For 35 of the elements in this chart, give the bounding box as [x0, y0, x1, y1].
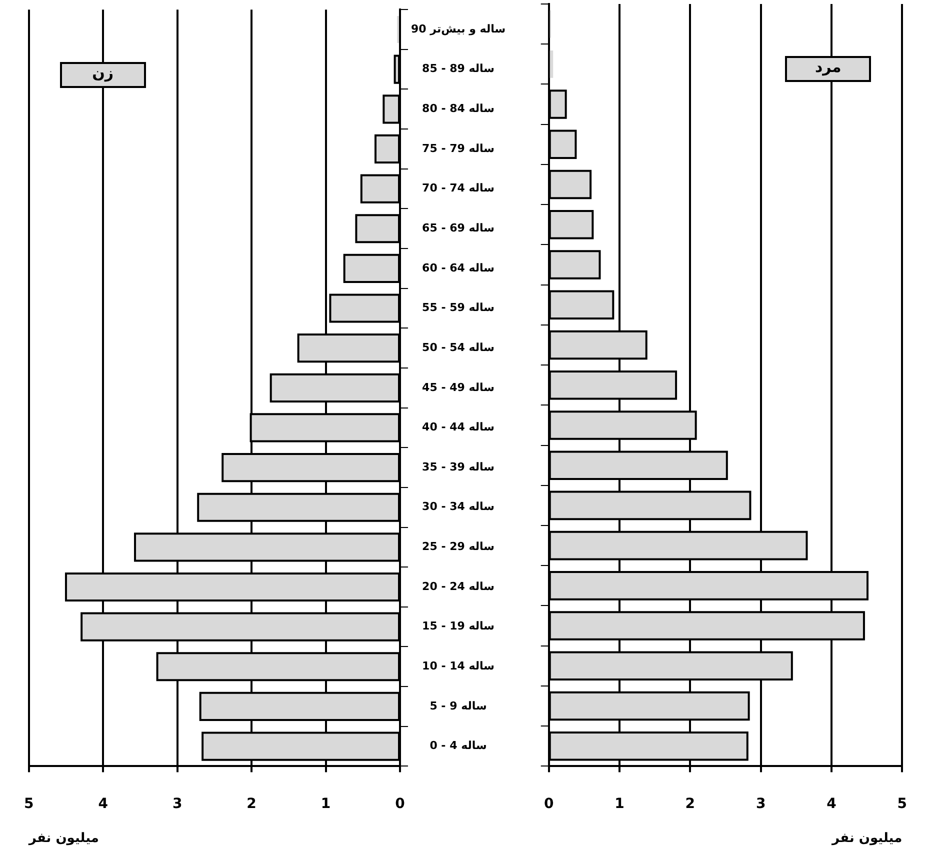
y-tick-label: 55 - 59 ساله — [422, 301, 494, 314]
y-tick-label: 10 - 14 ساله — [422, 660, 494, 673]
x-tick-label: 4 — [98, 796, 108, 812]
y-tick-label: 20 - 24 ساله — [422, 580, 494, 593]
x-tick-label: 0 — [544, 796, 554, 812]
y-tick-label: 85 - 89 ساله — [422, 62, 494, 76]
y-tick-label: 50 - 54 ساله — [422, 340, 494, 354]
legend-label-box: مرد — [785, 56, 872, 82]
y-tick-label: 90 ساله و بیش‌تر — [410, 22, 506, 36]
x-tick-label: 4 — [826, 796, 837, 812]
y-tick-label: 40 - 44 ساله — [422, 420, 494, 434]
y-tick-label: 25 - 29 ساله — [422, 540, 494, 554]
y-tick-label: 45 - 49 ساله — [422, 380, 494, 394]
y-tick-label: 30 - 34 ساله — [422, 500, 494, 514]
y-tick-label: 65 - 69 ساله — [422, 221, 494, 234]
x-axis-title: میلیون نفر — [28, 830, 99, 846]
x-tick-label: 1 — [320, 796, 331, 812]
y-tick-label: 80 - 84 ساله — [422, 102, 494, 116]
legend-label-box: زن — [60, 62, 146, 88]
x-tick-label: 2 — [685, 796, 696, 812]
y-tick-label: 75 - 79 ساله — [422, 142, 494, 155]
x-tick-label: 0 — [395, 796, 406, 812]
x-tick-label: 1 — [614, 796, 624, 812]
x-axis-title: میلیون نفر — [831, 830, 902, 846]
y-tick-label: 15 - 19 ساله — [422, 620, 494, 633]
x-tick-label: 3 — [172, 796, 182, 812]
y-tick-label: 60 - 64 ساله — [422, 261, 494, 274]
x-tick-label: 2 — [246, 796, 256, 812]
x-tick-label: 3 — [756, 796, 766, 812]
y-tick-label: 35 - 39 ساله — [422, 460, 494, 474]
y-tick-label: 5 - 9 ساله — [430, 699, 487, 712]
x-tick-label: 5 — [897, 796, 908, 812]
x-tick-label: 5 — [24, 796, 34, 812]
y-tick-label: 70 - 74 ساله — [422, 182, 494, 195]
y-tick-label: 0 - 4 ساله — [430, 739, 487, 752]
